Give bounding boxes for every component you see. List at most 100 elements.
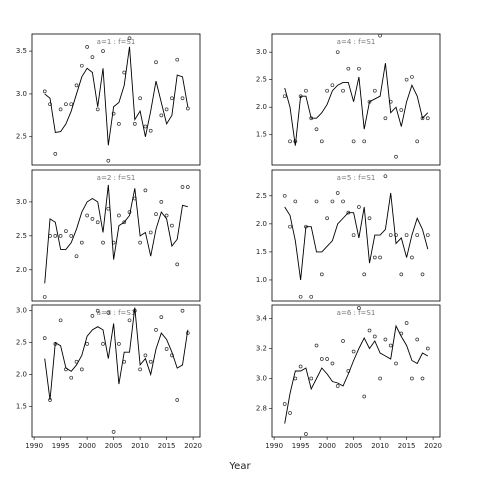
point — [330, 83, 335, 88]
y-tick-label: 3.0 — [16, 198, 27, 206]
x-tick-label: 2015 — [158, 442, 176, 450]
point — [154, 212, 158, 216]
point — [325, 357, 329, 361]
point — [298, 364, 303, 369]
point — [425, 116, 430, 121]
trend-line — [284, 192, 429, 281]
point — [170, 96, 174, 101]
point — [372, 88, 377, 93]
point — [288, 411, 292, 415]
point — [367, 216, 372, 221]
point — [117, 342, 121, 346]
y-tick-label: 1.0 — [256, 276, 267, 284]
point — [288, 224, 292, 229]
y-tick-label: 2.5 — [256, 76, 267, 84]
point — [388, 343, 393, 348]
point — [79, 63, 84, 68]
panel-title: a=4 : f=S1 — [337, 38, 376, 46]
y-tick-label: 3.0 — [256, 48, 267, 56]
trend-line — [284, 324, 429, 424]
point — [293, 199, 298, 204]
x-tick-label: 2005 — [345, 442, 363, 450]
panel-frame — [271, 169, 441, 302]
x-tick-label: 2020 — [184, 442, 202, 450]
point — [58, 233, 63, 238]
point — [42, 295, 47, 299]
point — [111, 430, 116, 434]
point — [410, 255, 414, 260]
point — [180, 185, 185, 189]
point — [330, 199, 335, 204]
trend-line — [44, 184, 188, 284]
point — [79, 367, 84, 372]
point — [288, 139, 292, 144]
x-axis-label: Year — [228, 461, 251, 472]
point — [357, 66, 361, 71]
point — [48, 102, 52, 107]
point — [132, 122, 137, 126]
y-tick-label: 2.0 — [16, 371, 27, 379]
point — [85, 44, 89, 49]
point — [309, 294, 314, 299]
point — [159, 113, 164, 118]
point — [101, 49, 105, 53]
point — [282, 193, 287, 198]
point — [314, 127, 319, 132]
point — [117, 213, 121, 218]
point — [117, 122, 121, 126]
point — [362, 272, 367, 277]
point — [90, 55, 95, 59]
point — [378, 255, 382, 260]
y-tick-label: 3.5 — [16, 47, 27, 55]
point — [372, 255, 377, 260]
point — [106, 158, 111, 163]
point — [304, 432, 308, 436]
point — [95, 220, 100, 225]
panel-frame — [31, 304, 201, 438]
point — [138, 96, 142, 101]
point — [53, 233, 58, 238]
trend-line — [284, 63, 429, 146]
point — [159, 200, 164, 204]
y-tick-label: 2.5 — [256, 192, 267, 200]
y-tick-label: 2.5 — [16, 133, 27, 141]
point — [175, 398, 180, 402]
point — [69, 102, 74, 107]
point — [148, 128, 153, 133]
point — [335, 384, 340, 388]
point — [394, 154, 398, 159]
point — [185, 185, 190, 189]
panel-title: a=1 : f=S1 — [97, 38, 136, 46]
point — [383, 337, 388, 342]
point — [154, 60, 158, 65]
point — [404, 321, 409, 325]
point — [95, 107, 100, 112]
point — [420, 272, 425, 277]
point — [367, 328, 372, 333]
x-tick-label: 1990 — [265, 442, 283, 450]
point — [399, 272, 404, 277]
point — [95, 308, 100, 313]
point — [164, 107, 169, 112]
point — [85, 342, 89, 346]
point — [138, 240, 142, 245]
point — [351, 139, 356, 144]
point — [282, 94, 287, 99]
point — [378, 376, 382, 381]
point — [111, 111, 116, 116]
x-tick-label: 2010 — [131, 442, 149, 450]
point — [101, 240, 105, 245]
point — [122, 220, 127, 225]
point — [180, 96, 185, 101]
point — [410, 75, 414, 79]
point — [383, 116, 388, 121]
y-tick-label: 3.0 — [16, 90, 27, 98]
point — [425, 346, 430, 351]
point — [330, 361, 335, 366]
point — [351, 349, 356, 354]
point — [90, 217, 95, 221]
x-tick-label: 2005 — [105, 442, 123, 450]
panel-frame — [31, 169, 201, 302]
point — [314, 199, 319, 204]
